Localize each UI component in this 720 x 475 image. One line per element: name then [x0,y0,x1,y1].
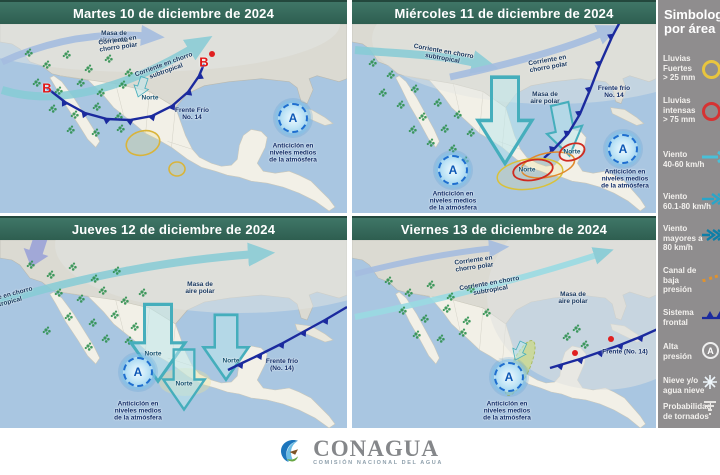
heavy-rain-icon [702,60,720,79]
anticyclone-letter: A [448,163,458,177]
legend-panel: Simbología por área Lluvias Fuertes > 25… [658,0,720,430]
anticyclone-label: Anticiclón en niveles medios de la atmós… [429,190,477,212]
map-area: Corriente en chorro subtropical Masa de … [0,240,347,430]
weather-overlay-svg [0,24,340,177]
norte-label: Norte [222,357,240,365]
frontal-system-icon [702,308,720,326]
tornado-icon [702,400,720,418]
map-title-bar: Jueves 12 de diciembre de 2024 [0,216,347,240]
low-pressure-channel-icon [702,268,720,286]
wind-80-icon [702,228,720,246]
anticyclone-letter: A [288,111,298,125]
map-title: Martes 10 de diciembre de 2024 [72,5,275,21]
snow-icon [702,374,720,392]
norte-label: Norte [518,166,536,174]
norte-label: Norte [144,350,162,358]
conagua-wordmark: CONAGUA COMISIÓN NACIONAL DEL AGUA [313,435,443,466]
air-mass-label: Masa de aire polar [530,91,560,105]
low-pressure-letter: B [42,80,52,96]
wind-60-80-icon [702,192,720,210]
forecast-panel-wednesday: Miércoles 11 de diciembre de 2024 Corrie… [352,0,656,213]
air-mass-label: Masa de aire polar [99,30,129,44]
forecast-panel-tuesday: Martes 10 de diciembre de 2024 Masa de a… [0,0,347,213]
anticyclone-letter: A [504,370,514,384]
legend-item-wind-40-60: Viento 40-60 km/h [663,150,705,169]
legend-item-snow: Nieve y/o agua nieve [663,376,705,395]
legend-item-wind-60-80: Viento 60.1-80 km/h [663,192,712,211]
legend-item-low-channel: Canal de baja presión [663,266,697,294]
air-mass-label: Masa de aire polar [558,291,588,305]
map-title-bar: Viernes 13 de diciembre de 2024 [352,216,656,240]
anticyclone-symbol: A [608,134,638,164]
anticyclone-label: Anticiclón en niveles medios de la atmós… [601,168,649,190]
anticyclone-label: Anticiclón en niveles medios de la atmós… [269,142,317,164]
norte-label: Norte [141,94,159,102]
anticyclone-symbol: A [494,362,524,392]
footer-bar: CONAGUA COMISIÓN NACIONAL DEL AGUA [0,428,720,475]
anticyclone-symbol: A [123,357,153,387]
norte-label: Norte [563,148,581,156]
norte-label: Norte [175,380,193,388]
legend-item-wind-80: Viento mayores a 80 km/h [663,224,703,252]
brand-name: CONAGUA [313,435,439,461]
cold-front-label: Frente frío (No. 14) [265,358,299,372]
legend-item-heavy-rain: Lluvias Fuertes > 25 mm [663,54,696,82]
high-pressure-letter: A [707,345,714,356]
intense-rain-icon [702,102,720,121]
map-area: Masa de aire polar Corriente en chorro p… [0,24,347,213]
map-title-bar: Martes 10 de diciembre de 2024 [0,0,347,24]
legend-title: Simbología por área [664,7,720,36]
map-title: Miércoles 11 de diciembre de 2024 [394,5,614,21]
legend-item-high-pressure: Alta presión [663,342,692,361]
anticyclone-letter: A [618,142,628,156]
brand-subtitle: COMISIÓN NACIONAL DEL AGUA [313,459,443,466]
low-pressure-letter: B [199,54,209,70]
cold-front-label: Frente Frío No. 14 [175,107,209,121]
anticyclone-symbol: A [278,103,308,133]
legend-item-tornado: Probabilidad de tornados [663,402,712,421]
cold-front-label: Frente frío No. 14 [597,85,631,99]
map-area: Corriente en chorro subtropical Corrient… [352,24,656,213]
front-label: Frente (No. 14) [602,348,648,356]
anticyclone-letter: A [133,365,143,379]
forecast-panel-friday: Viernes 13 de diciembre de 2024 Corrient… [352,216,656,430]
conagua-logo-icon [281,439,299,462]
wind-40-60-icon [702,150,720,168]
high-pressure-icon: A [702,342,720,360]
legend-item-intense-rain: Lluvias intensas > 75 mm [663,96,696,124]
map-title: Jueves 12 de diciembre de 2024 [71,221,276,237]
weather-overlay-svg [0,240,347,411]
anticyclone-symbol: A [438,155,468,185]
map-title: Viernes 13 de diciembre de 2024 [400,221,608,237]
forecast-panel-thursday: Jueves 12 de diciembre de 2024 Corriente [0,216,347,430]
legend-item-frontal-system: Sistema frontal [663,308,694,327]
air-mass-label: Masa de aire polar [185,281,215,295]
map-area: Corriente en chorro polar Corriente en c… [352,240,656,430]
anticyclone-label: Anticiclón en niveles medios de la atmós… [483,400,531,422]
weather-overlay-svg [354,24,656,191]
anticyclone-label: Anticiclón en niveles medios de la atmós… [114,400,162,422]
map-title-bar: Miércoles 11 de diciembre de 2024 [352,0,656,24]
